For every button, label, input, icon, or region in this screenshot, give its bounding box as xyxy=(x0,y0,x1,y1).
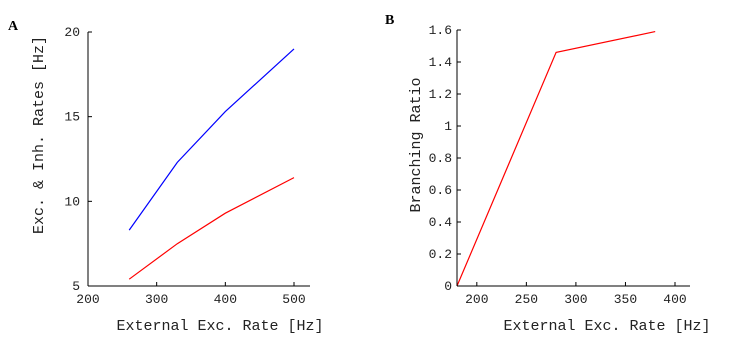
panel-b-y-axis-label: Branching Ratio xyxy=(408,77,425,212)
panel-a-x-axis-label: External Exc. Rate [Hz] xyxy=(116,318,323,335)
panel-a-series-line-2 xyxy=(128,177,295,280)
panel-a-series-line-1 xyxy=(128,48,295,231)
panel-a-axes xyxy=(87,32,310,287)
panel-a-chart: A 200 300 400 500 5 10 15 20 External Exc. Rate… xyxy=(8,19,324,335)
panel-a-ticks: 200 300 400 500 5 10 15 20 xyxy=(64,25,305,307)
panel-b-axes xyxy=(456,30,690,287)
panel-a-x-tick-label: 500 xyxy=(282,292,305,307)
panel-b-series-line-1 xyxy=(456,31,656,287)
panel-a-y-tick-label: 10 xyxy=(64,194,80,209)
panel-b-y-tick-label: 0.2 xyxy=(429,247,452,262)
panel-a-y-axis-label: Exc. & Inh. Rates [Hz] xyxy=(31,36,48,234)
panel-b-y-tick-label: 0.4 xyxy=(429,215,453,230)
panel-b-ticks: 200 250 300 350 400 0 0.2 0.4 0.6 0.8 1 1.2 1.4 1.6 xyxy=(429,23,687,307)
panel-a-x-tick-label: 300 xyxy=(145,292,168,307)
panel-a-y-tick-label: 20 xyxy=(64,25,80,40)
panel-a-y-tick-label: 5 xyxy=(72,279,80,294)
panel-a-label: A xyxy=(8,19,19,34)
panel-a-y-tick-label: 15 xyxy=(64,110,80,125)
panel-a-x-tick-label: 200 xyxy=(76,292,99,307)
panel-b-label: B xyxy=(385,13,394,28)
panel-b-x-tick-label: 350 xyxy=(614,292,637,307)
panel-b-x-tick-label: 400 xyxy=(663,292,686,307)
panel-b-y-tick-label: 1.6 xyxy=(429,23,452,38)
panel-b-x-axis-label: External Exc. Rate [Hz] xyxy=(503,318,710,335)
panel-b-series xyxy=(456,31,656,287)
panel-b-y-tick-label: 0.6 xyxy=(429,183,452,198)
panel-b-x-tick-label: 300 xyxy=(564,292,587,307)
panel-b-y-tick-label: 0 xyxy=(444,279,452,294)
panel-b-y-tick-label: 0.8 xyxy=(429,151,452,166)
panel-b-y-tick-label: 1.4 xyxy=(429,55,453,70)
panel-b-chart: B 200 250 300 350 400 0 0.2 0.4 0.6 0.8 1 1.2 1.4 1.6… xyxy=(385,13,711,335)
panel-a-series xyxy=(128,48,295,280)
panel-b-x-tick-label: 250 xyxy=(515,292,538,307)
panel-b-y-tick-label: 1 xyxy=(444,119,452,134)
panel-b-x-tick-label: 200 xyxy=(465,292,488,307)
panel-a-x-tick-label: 400 xyxy=(214,292,237,307)
panel-b-y-tick-label: 1.2 xyxy=(429,87,452,102)
